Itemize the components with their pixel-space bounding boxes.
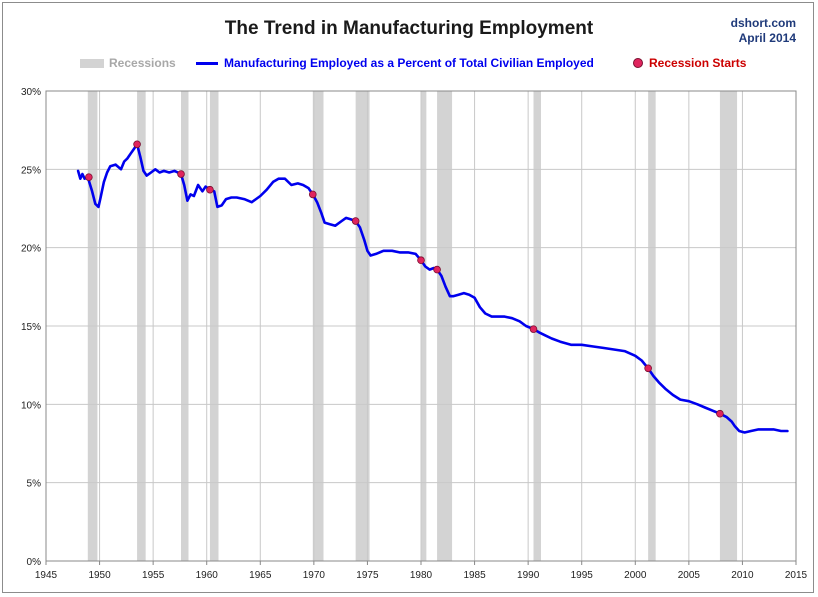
x-tick-label: 1960: [196, 570, 219, 581]
recession-start-marker: [351, 217, 360, 225]
recession-start-marker: [133, 140, 141, 149]
x-tick-label: 2010: [731, 570, 754, 581]
y-tick-label: 15%: [21, 322, 41, 333]
x-tick-label: 1980: [410, 570, 433, 581]
recession-start-marker: [716, 409, 724, 418]
legend-starts: Recession Starts: [633, 55, 746, 71]
series-line: [76, 143, 789, 434]
recession-start-marker: [529, 325, 538, 333]
recession-start-marker: [433, 265, 441, 274]
chart-title: The Trend in Manufacturing Employment: [224, 18, 594, 39]
x-tick-label: 1955: [142, 570, 165, 581]
start-swatch: [633, 58, 643, 68]
x-tick-label: 1945: [35, 570, 58, 581]
source-date: April 2014: [738, 31, 796, 45]
x-tick-label: 1985: [463, 570, 486, 581]
y-tick-label: 30%: [21, 87, 41, 98]
recession-start-marker: [177, 170, 185, 178]
x-tick-label: 1990: [517, 570, 540, 581]
recession-start-marker: [417, 256, 425, 265]
x-tick-label: 1975: [356, 570, 379, 581]
legend-recessions: Recessions: [80, 55, 176, 71]
legend-recessions-label: Recessions: [109, 56, 176, 70]
x-tick-label: 1950: [88, 570, 111, 581]
x-tick-label: 1970: [303, 570, 326, 581]
y-tick-label: 5%: [27, 479, 42, 490]
recession-start-marker: [644, 364, 652, 373]
x-tick-label: 2000: [624, 570, 647, 581]
x-tick-label: 2015: [785, 570, 808, 581]
x-tick-label: 2005: [678, 570, 701, 581]
legend-series: Manufacturing Employed as a Percent of T…: [196, 55, 594, 71]
x-tick-label: 1965: [249, 570, 272, 581]
recession-swatch: [80, 58, 104, 68]
recession-start-marker: [206, 185, 214, 194]
y-tick-label: 10%: [21, 400, 41, 411]
source-site: dshort.com: [730, 16, 796, 30]
legend-starts-label: Recession Starts: [649, 56, 747, 70]
recession-start-marker: [308, 190, 317, 199]
y-tick-label: 25%: [21, 165, 41, 176]
series-swatch: [196, 61, 218, 65]
y-tick-label: 20%: [21, 244, 41, 255]
y-tick-label: 0%: [27, 557, 42, 568]
recession-start-marker: [85, 173, 93, 181]
x-tick-label: 1995: [571, 570, 594, 581]
legend-series-label: Manufacturing Employed as a Percent of T…: [224, 56, 594, 70]
source-credit: dshort.com April 2014: [731, 16, 796, 46]
